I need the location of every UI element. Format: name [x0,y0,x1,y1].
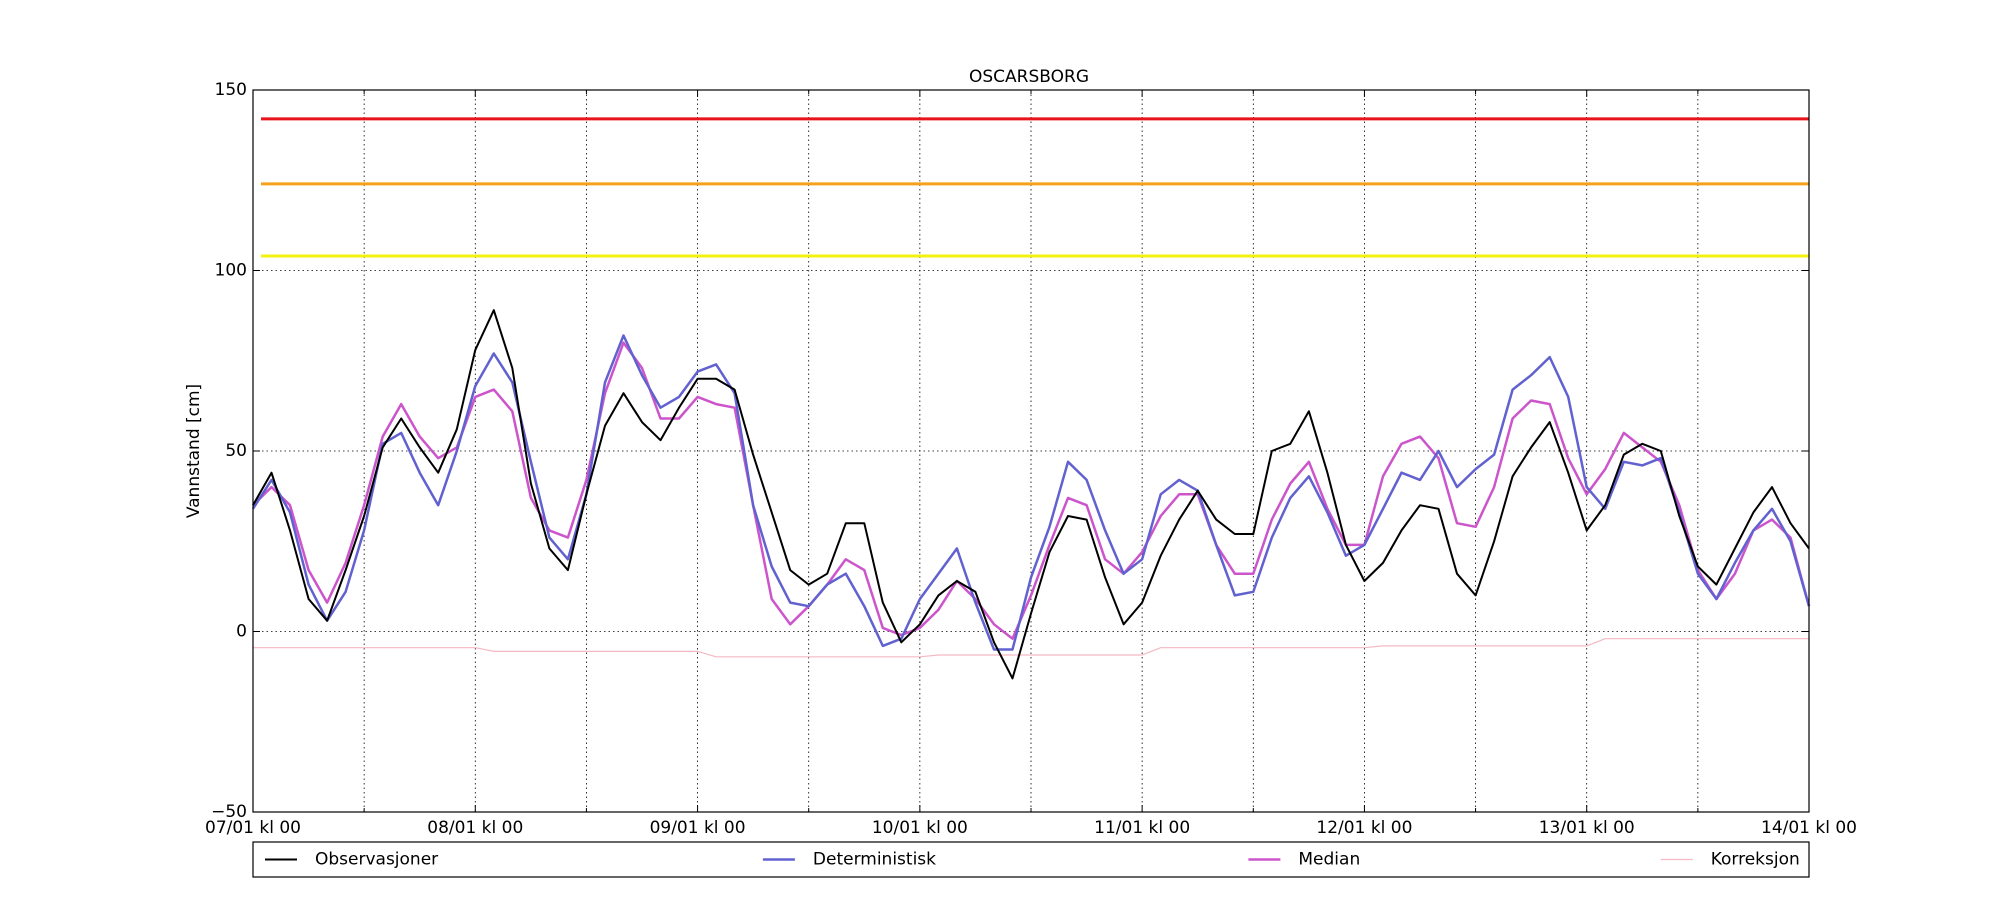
y-tick-label: 100 [215,261,247,281]
series-line [252,309,1810,680]
x-tick-label: 12/01 kl 00 [1316,818,1412,838]
x-tick-label: 13/01 kl 00 [1539,818,1635,838]
series-line [251,334,1811,651]
plot-frame [252,89,1810,813]
y-axis-label: Vannstand [cm] [184,384,204,518]
y-tick-label: −50 [211,802,247,822]
chart-title: OSCARSBORG [969,67,1089,87]
legend-label: Deterministisk [813,850,936,870]
legend-label: Korreksjon [1711,850,1800,870]
x-tick-label: 14/01 kl 00 [1761,818,1857,838]
legend-box [252,841,1810,878]
legend-label: Observasjoner [315,850,438,870]
x-tick-label: 11/01 kl 00 [1094,818,1190,838]
x-tick-label: 08/01 kl 00 [427,818,523,838]
x-tick-label: 07/01 kl 00 [205,818,301,838]
x-tick-label: 10/01 kl 00 [872,818,968,838]
x-tick-label: 09/01 kl 00 [650,818,746,838]
series-line [252,341,1811,640]
y-tick-label: 150 [215,80,247,100]
legend-label: Median [1298,850,1360,870]
series-line [253,638,1809,658]
y-tick-label: 0 [236,622,247,642]
y-tick-label: 50 [225,441,247,461]
